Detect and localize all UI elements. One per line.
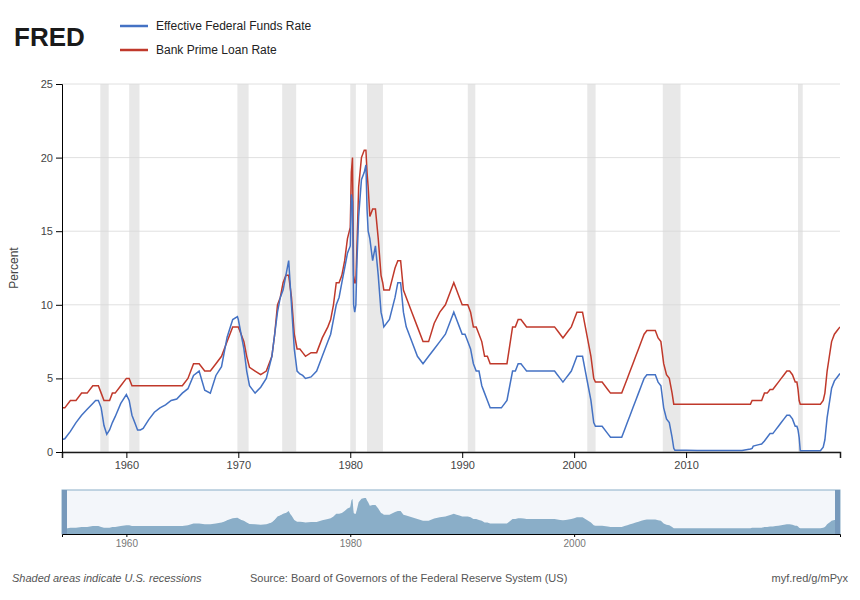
navigator-x-axis: 1960 1980 2000 — [63, 534, 841, 549]
grid-line — [62, 84, 840, 85]
y-axis-tick: 5 — [47, 372, 62, 384]
navigator-x-axis-tick: 2000 — [564, 534, 587, 549]
y-axis-tick-label: 5 — [47, 372, 53, 384]
y-axis-tick: 20 — [41, 152, 62, 164]
navigator-x-axis-tick: 1980 — [340, 534, 363, 549]
y-axis-tick-label: 25 — [41, 78, 53, 90]
navigator-x-axis-tick-label: 1980 — [340, 538, 363, 549]
y-axis-tick-label: 20 — [41, 152, 53, 164]
grid-line — [62, 231, 840, 232]
y-axis-tick-mark — [56, 378, 62, 379]
y-axis-line — [56, 85, 63, 453]
navigator-background — [62, 490, 840, 534]
navigator-x-axis-tick-label: 2000 — [564, 538, 587, 549]
grid-line — [62, 157, 840, 158]
legend-swatch — [120, 49, 148, 52]
x-axis-tick-mark — [238, 452, 239, 458]
y-axis-tick-label: 15 — [41, 225, 53, 237]
navigator-area — [62, 498, 840, 534]
y-axis-tick: 10 — [41, 299, 62, 311]
navigator-x-axis-tick-label: 1960 — [116, 538, 139, 549]
legend-item: Bank Prime Loan Rate — [120, 43, 277, 57]
x-axis-tick-mark — [574, 452, 575, 458]
x-axis-tick-label: 1960 — [115, 459, 139, 471]
x-axis-tick-label: 2010 — [674, 459, 698, 471]
x-axis-tick-mark — [462, 452, 463, 458]
recession-band — [237, 84, 248, 452]
y-axis-tick-mark — [56, 84, 62, 85]
annotation: Source: Board of Governors of the Federa… — [250, 572, 567, 584]
x-axis-tick: 1960 — [115, 452, 139, 471]
navigator-x-axis-tick: 1960 — [116, 534, 139, 549]
plot-area — [62, 84, 840, 452]
annotation: Shaded areas indicate U.S. recessions — [12, 572, 202, 584]
y-axis-tick: 15 — [41, 225, 62, 237]
y-axis-tick-mark — [56, 452, 62, 453]
x-axis-tick: 1990 — [450, 452, 474, 471]
y-axis-tick-mark — [56, 305, 62, 306]
x-axis-tick: 2010 — [674, 452, 698, 471]
navigator-x-axis-tick-mark — [350, 534, 351, 537]
x-axis-tick-label: 1990 — [450, 459, 474, 471]
navigator-x-axis-tick-mark — [574, 534, 575, 537]
y-axis: 0 5 10 15 20 25 — [41, 78, 63, 458]
y-axis-tick-label: 10 — [41, 299, 53, 311]
recession-band — [468, 84, 476, 452]
x-axis-tick-mark — [686, 452, 687, 458]
title: FRED — [14, 22, 85, 52]
navigator-x-axis-line — [63, 535, 841, 538]
y-axis-tick-label: 0 — [47, 446, 53, 458]
legend-item: Effective Federal Funds Rate — [120, 19, 312, 33]
y-axis-tick-mark — [56, 158, 62, 159]
navigator: 1960 1980 2000 — [62, 490, 841, 549]
x-axis-line — [63, 453, 841, 459]
chart-svg: FRED Effective Federal Funds Rate Bank Pri… — [0, 0, 860, 600]
y-axis-tick-mark — [56, 231, 62, 232]
x-axis-tick-label: 1980 — [339, 459, 363, 471]
y-axis-tick: 25 — [41, 78, 62, 90]
recession-band — [663, 84, 681, 452]
navigator-x-axis-tick-mark — [126, 534, 127, 537]
grid-line — [62, 304, 840, 305]
legend-label: Bank Prime Loan Rate — [156, 43, 277, 57]
y-axis-tick: 0 — [47, 446, 62, 458]
navigator-handle — [62, 490, 67, 534]
x-axis-tick-label: 2000 — [562, 459, 586, 471]
x-axis: 1960 1970 1980 1990 2000 2010 — [63, 452, 841, 471]
series-line — [62, 150, 840, 408]
x-axis-tick-mark — [126, 452, 127, 458]
x-axis-tick: 1980 — [339, 452, 363, 471]
recession-band — [129, 84, 139, 452]
annotation: myf.red/g/mPyx — [772, 572, 849, 584]
recession-band — [100, 84, 108, 452]
x-axis-tick-label: 1970 — [227, 459, 251, 471]
x-axis-tick: 2000 — [562, 452, 586, 471]
legend: Effective Federal Funds Rate Bank Prime L… — [120, 19, 312, 57]
grid-line — [62, 378, 840, 379]
navigator-handle — [835, 490, 840, 534]
legend-swatch — [120, 25, 148, 28]
x-axis-tick-mark — [350, 452, 351, 458]
y-axis-title: Percent — [7, 247, 21, 289]
navigator-frame — [62, 490, 840, 534]
x-axis-tick: 1970 — [227, 452, 251, 471]
series-line — [62, 165, 840, 451]
grid — [62, 84, 840, 452]
recession-band — [587, 84, 595, 452]
footer: Shaded areas indicate U.S. recessions Sou… — [12, 572, 848, 584]
legend-label: Effective Federal Funds Rate — [156, 19, 312, 33]
navigator-fill — [62, 498, 840, 534]
